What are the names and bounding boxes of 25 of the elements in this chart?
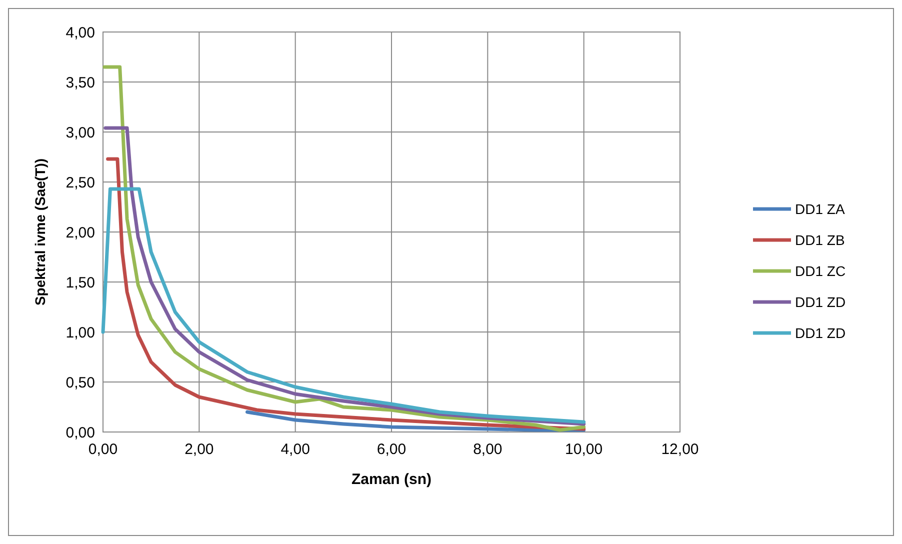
y-tick-label: 4,00 <box>66 24 95 42</box>
y-tick-label: 1,00 <box>66 324 95 342</box>
y-tick-label: 3,50 <box>66 74 95 92</box>
y-tick-label: 0,50 <box>66 374 95 392</box>
y-tick-label: 2,50 <box>66 174 95 192</box>
legend-label: DD1 ZD <box>795 324 846 341</box>
legend-label: DD1 ZC <box>795 262 846 279</box>
legend-label: DD1 ZA <box>795 200 846 217</box>
x-tick-label: 2,00 <box>184 441 214 458</box>
x-tick-label: 0,00 <box>88 441 118 458</box>
y-tick-label: 1,50 <box>66 274 95 292</box>
legend-label: DD1 ZD <box>795 294 846 310</box>
x-tick-label: 6,00 <box>376 441 406 458</box>
line-series <box>246 410 586 432</box>
line-series <box>102 65 586 432</box>
legend-label: DD1 ZB <box>795 232 845 248</box>
x-tick-label: 8,00 <box>473 441 502 458</box>
x-tick-label: 10,00 <box>565 441 603 458</box>
y-tick-label: 3,00 <box>66 124 95 142</box>
x-tick-label: 4,00 <box>280 441 310 458</box>
x-tick-label: 12,00 <box>661 441 699 458</box>
y-axis-title: Spektral ivme (Sae(T)) <box>32 158 48 306</box>
y-tick-label: 2,00 <box>66 224 95 242</box>
y-tick-label: 0,00 <box>66 424 95 442</box>
x-axis-title: Zaman (sn) <box>351 471 432 488</box>
